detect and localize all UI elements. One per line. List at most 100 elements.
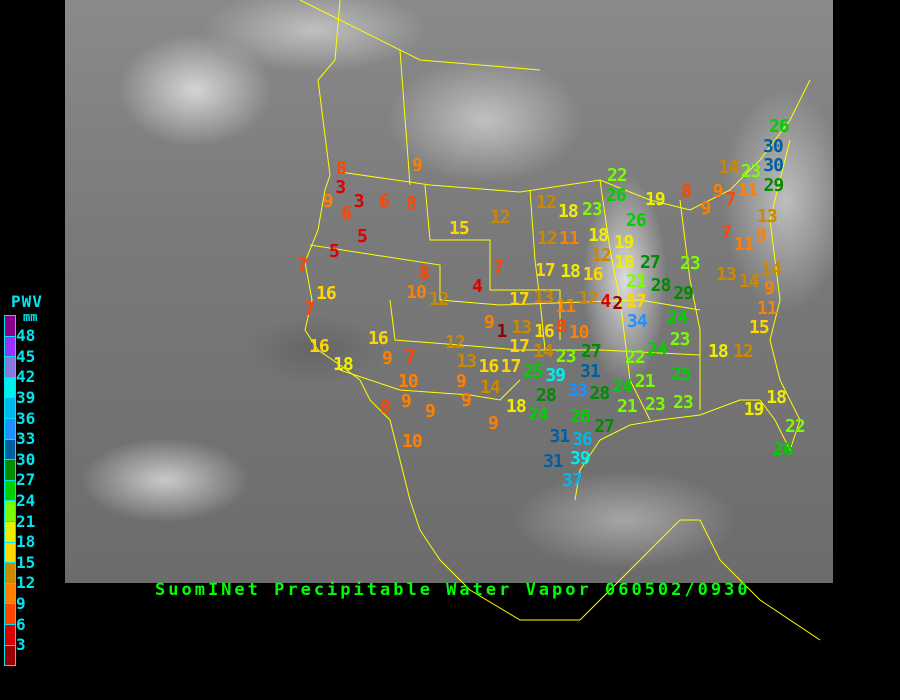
station-pwv-value: 11 [555, 296, 577, 318]
station-pwv-value: 26 [773, 439, 794, 460]
station-pwv-value: 9 [764, 277, 775, 299]
station-pwv-value: 26 [570, 406, 591, 428]
legend-swatch [5, 563, 15, 584]
station-pwv-value: 24 [647, 339, 668, 360]
legend-tick-label: 3 [16, 635, 26, 655]
station-pwv-value: 17 [500, 355, 522, 377]
legend-swatch [5, 316, 15, 337]
station-pwv-value: 6 [379, 191, 390, 212]
station-pwv-value: 9 [401, 391, 412, 412]
canada-province-line [399, 49, 411, 186]
coastline-texas-gulf [574, 139, 801, 501]
legend-swatch [5, 480, 15, 502]
station-pwv-value: 12 [578, 288, 599, 309]
legend-tick-label: 48 [16, 326, 36, 346]
station-pwv-value: 13 [511, 316, 532, 338]
legend-tick-label: 30 [16, 449, 36, 469]
state-line [529, 189, 546, 351]
station-pwv-value: 9 [425, 401, 436, 422]
station-pwv-value: 3 [335, 177, 346, 199]
station-pwv-value: 4 [600, 291, 611, 312]
station-pwv-value: 2 [612, 293, 623, 314]
legend-color-bar [4, 315, 16, 667]
station-pwv-value: 31 [543, 450, 564, 472]
station-pwv-value: 22 [785, 416, 806, 437]
station-pwv-value: 21 [617, 395, 638, 417]
station-pwv-value: 13 [757, 205, 778, 227]
station-pwv-value: 21 [634, 371, 656, 392]
station-pwv-value: 23 [582, 199, 603, 220]
station-pwv-value: 26 [606, 185, 627, 206]
legend-tick-label: 42 [16, 367, 36, 387]
station-pwv-value: 14 [761, 258, 782, 280]
map-title: SuomINet Precipitable Water Vapor 060502… [155, 580, 751, 600]
station-pwv-value: 28 [589, 383, 611, 404]
station-pwv-value: 23 [673, 392, 694, 413]
station-pwv-value: 16 [316, 283, 337, 304]
legend-swatch [5, 583, 15, 605]
station-pwv-value: 36 [572, 428, 593, 450]
station-pwv-value: 8 [380, 397, 391, 418]
station-pwv-value: 34 [627, 311, 648, 332]
station-pwv-value: 31 [549, 425, 571, 447]
station-pwv-value: 16 [534, 321, 555, 343]
station-pwv-value: 11 [757, 297, 778, 319]
legend-swatch [5, 377, 15, 399]
station-pwv-value: 16 [582, 264, 604, 286]
station-pwv-value: 24 [528, 403, 549, 425]
legend-swatch [5, 398, 15, 419]
station-pwv-value: 11 [733, 234, 755, 255]
state-line [389, 299, 701, 356]
station-pwv-value: 5 [357, 226, 368, 247]
station-pwv-value: 18 [614, 251, 635, 273]
station-pwv-value: 16 [309, 336, 330, 357]
legend-title: PWV [11, 292, 43, 311]
station-pwv-value: 16 [368, 328, 389, 350]
station-pwv-value: 7 [304, 299, 315, 320]
station-pwv-value: 21 [626, 271, 647, 293]
station-pwv-value: 12 [733, 341, 754, 362]
station-pwv-value: 30 [763, 155, 784, 177]
station-pwv-value: 19 [743, 399, 765, 420]
station-pwv-value: 1 [496, 321, 508, 342]
legend-swatch [5, 460, 15, 481]
legend-tick-label: 21 [16, 511, 36, 531]
state-line [339, 369, 521, 401]
legend-swatch [5, 645, 15, 666]
station-pwv-value: 12 [490, 207, 511, 228]
legend-swatch [5, 336, 15, 358]
state-line [424, 184, 561, 340]
station-pwv-value: 24 [612, 376, 633, 398]
station-pwv-value: 7 [725, 189, 736, 210]
legend-swatch [5, 624, 15, 646]
station-pwv-value: 29 [763, 174, 785, 196]
station-pwv-value: 14 [738, 271, 760, 292]
station-pwv-value: 9 [712, 181, 724, 202]
station-pwv-value: 7 [493, 257, 504, 278]
station-pwv-value: 5 [329, 241, 340, 262]
legend-swatch [5, 439, 15, 461]
legend-tick-label: 9 [16, 593, 26, 613]
station-pwv-value: 19 [613, 232, 635, 254]
station-pwv-value: 17 [509, 336, 530, 358]
coastline-west [304, 0, 421, 531]
station-pwv-value: 9 [755, 225, 767, 247]
station-pwv-value: 18 [333, 354, 354, 375]
station-pwv-value: 17 [509, 289, 530, 310]
station-pwv-value: 31 [580, 361, 601, 383]
legend-swatch [5, 542, 15, 564]
legend-swatch [5, 418, 15, 440]
station-pwv-value: 19 [645, 189, 666, 210]
station-pwv-value: 18 [558, 201, 579, 222]
legend-tick-label: 45 [16, 346, 36, 366]
station-pwv-value: 18 [560, 261, 581, 282]
us-canada-border [339, 79, 811, 211]
satellite-image [65, 0, 833, 583]
station-pwv-value: 8 [556, 315, 567, 337]
station-pwv-value: 33 [567, 380, 588, 402]
station-pwv-value: 23 [740, 160, 762, 182]
station-pwv-value: 7 [405, 347, 416, 368]
station-pwv-value: 10 [398, 371, 419, 392]
coastline-gulf [419, 519, 821, 641]
